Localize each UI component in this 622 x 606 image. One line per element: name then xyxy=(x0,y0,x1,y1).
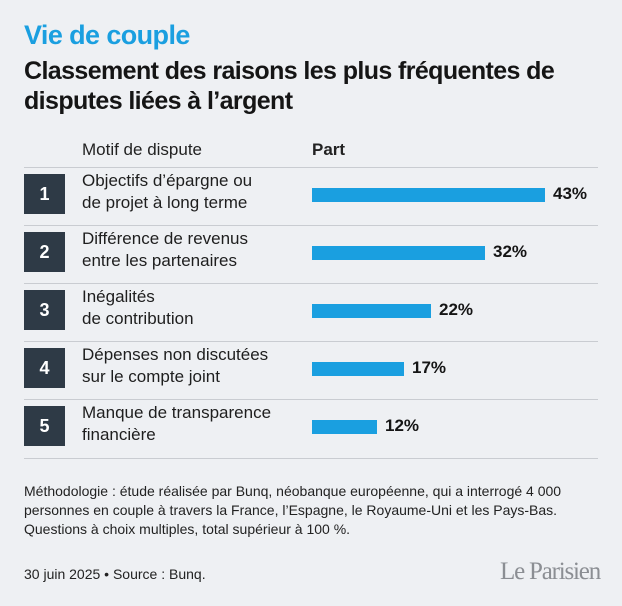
dispute-reason-line: Manque de transparence xyxy=(82,403,272,422)
row-divider xyxy=(24,225,598,226)
bar-value-label: 17% xyxy=(412,358,447,377)
row-divider xyxy=(24,341,598,342)
rank-badge: 3 xyxy=(24,290,65,330)
column-header-motif: Motif de dispute xyxy=(82,140,203,159)
bar-area: 32% xyxy=(312,226,602,284)
bar-value-label: 22% xyxy=(439,300,474,319)
bar-area: 22% xyxy=(312,284,602,342)
dispute-reason-line: de projet à long terme xyxy=(82,193,248,212)
bar-value-label: 12% xyxy=(385,416,420,435)
bar-area: 12% xyxy=(312,400,602,458)
source-footer: 30 juin 2025 • Source : Bunq. xyxy=(24,566,206,582)
dispute-reason: Inégalités de contribution xyxy=(82,286,302,330)
chart-bottom-divider xyxy=(24,458,598,459)
dispute-reason-line: sur le compte joint xyxy=(82,367,220,386)
bar-area: 17% xyxy=(312,342,602,400)
methodology-note: Méthodologie : étude réalisée par Bunq, … xyxy=(24,483,562,537)
rank-badge: 2 xyxy=(24,232,65,272)
dispute-reason-line: financière xyxy=(82,425,156,444)
bar-value-label: 32% xyxy=(493,242,528,261)
dispute-reason-line: Dépenses non discutées xyxy=(82,345,269,364)
dispute-reason: Objectifs d’épargne ou de projet à long t… xyxy=(82,170,302,214)
dispute-reason: Manque de transparence financière xyxy=(82,402,302,446)
row-divider xyxy=(24,399,598,400)
dispute-reason-line: Différence de revenus xyxy=(82,229,249,248)
chart-row: 2 Différence de revenus entre les partenai… xyxy=(24,225,598,284)
chart-title: Classement des raisons les plus fréquent… xyxy=(24,57,555,115)
row-divider xyxy=(24,167,598,168)
bar xyxy=(312,246,485,260)
chart-row: 4 Dépenses non discutées sur le compte joi… xyxy=(24,341,598,400)
bar xyxy=(312,362,404,376)
column-header-part: Part xyxy=(312,140,346,159)
dispute-reason: Différence de revenus entre les partenair… xyxy=(82,228,302,272)
dispute-reason-line: Inégalités xyxy=(82,287,155,306)
bar xyxy=(312,188,545,202)
dispute-reason-line: de contribution xyxy=(82,309,194,328)
le-parisien-logo: Le Parisien xyxy=(500,558,601,585)
dispute-reason-line: entre les partenaires xyxy=(82,251,237,270)
bar-area: 43% xyxy=(312,168,602,226)
chart-row: 3 Inégalités de contribution 22% xyxy=(24,283,598,342)
chart-row: 1 Objectifs d’épargne ou de projet à long … xyxy=(24,167,598,226)
bar xyxy=(312,304,431,318)
rank-badge: 5 xyxy=(24,406,65,446)
kicker: Vie de couple xyxy=(24,20,190,50)
bar xyxy=(312,420,377,434)
bar-value-label: 43% xyxy=(553,184,588,203)
chart-row: 5 Manque de transparence financière 12% xyxy=(24,399,598,458)
dispute-reason-line: Objectifs d’épargne ou xyxy=(82,171,253,190)
row-divider xyxy=(24,283,598,284)
rank-badge: 1 xyxy=(24,174,65,214)
dispute-reason: Dépenses non discutées sur le compte join… xyxy=(82,344,302,388)
rank-badge: 4 xyxy=(24,348,65,388)
